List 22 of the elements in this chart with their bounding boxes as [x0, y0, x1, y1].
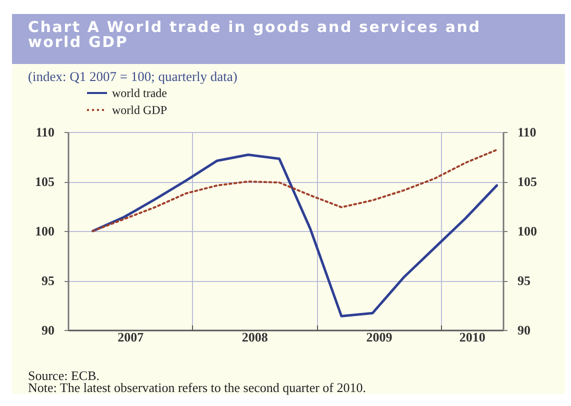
line-series [92, 154, 498, 318]
y2-tick-label: 100 [518, 224, 537, 238]
legend-label: world GDP [112, 103, 168, 117]
source-note: Source: ECB. [28, 368, 100, 383]
text: Note: The latest observation refers to the second quarter of 2010. [28, 380, 366, 395]
x-tick-label: 2008 [242, 330, 268, 344]
y2-tick-label: 110 [518, 124, 536, 140]
legend-label: world trade [112, 86, 167, 100]
chart-subtitle: (index: Q1 2007 = 100; quarterly data) [28, 69, 238, 85]
y-tick-label: 95 [42, 273, 55, 288]
y-tick-label: 90 [42, 322, 54, 338]
y-tick-label: 110 [36, 124, 54, 140]
x-tick-label: 2010 [459, 330, 486, 344]
y2-tick-label: 105 [518, 174, 538, 189]
line-series [92, 148, 498, 232]
y-tick-label: 100 [35, 224, 54, 238]
x-tick-label: 2007 [118, 330, 144, 344]
x-tick-label: 2009 [366, 330, 393, 344]
y2-tick-label: 90 [518, 322, 530, 338]
chart-title: Chart A World trade in goods and services and world GDP [12, 14, 565, 64]
y2-tick-label: 95 [518, 273, 531, 288]
y-tick-label: 105 [35, 174, 55, 189]
